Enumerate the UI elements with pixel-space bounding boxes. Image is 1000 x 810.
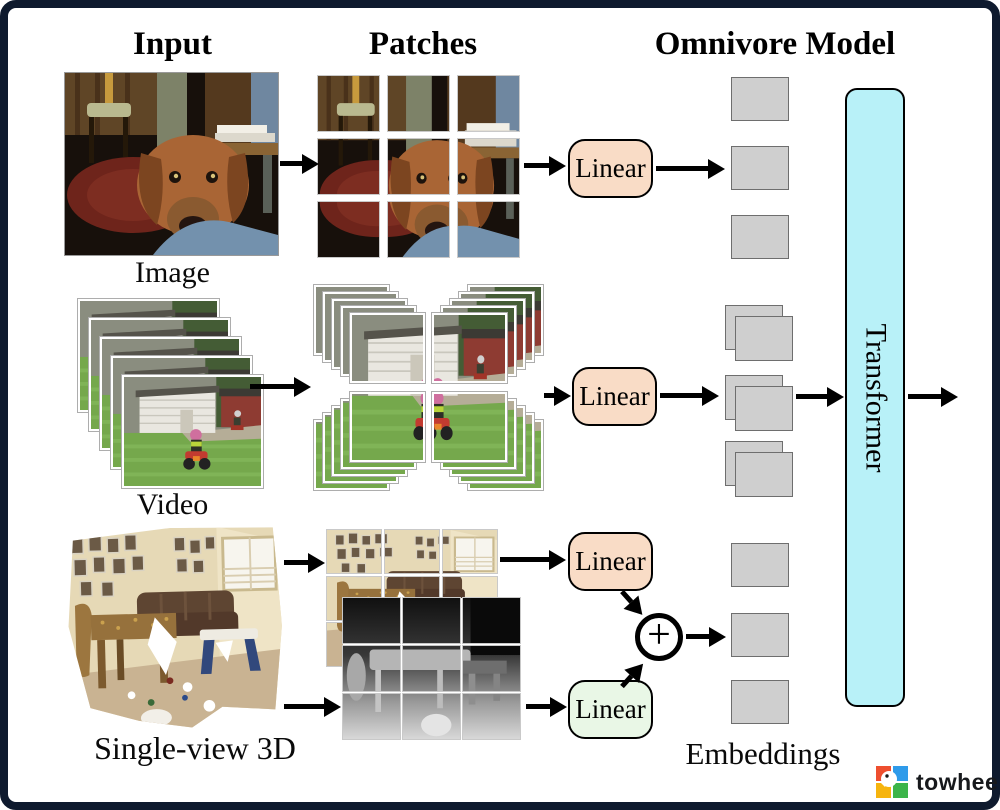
transformer-label: Transformer (859, 323, 892, 472)
patch-cell (342, 693, 401, 740)
single-view-3d-label: Single-view 3D (94, 730, 296, 766)
embedding-token-front (735, 316, 793, 361)
patch-cell (384, 529, 440, 574)
arrow-rgb-patches-to-linear (500, 549, 566, 570)
linear-video-box: Linear (572, 367, 657, 426)
patch-cell (402, 693, 461, 740)
patch-cell (462, 693, 521, 740)
video-patch-frame (349, 312, 426, 384)
patch-cell (457, 138, 520, 195)
arrow-transformer-output (908, 386, 958, 407)
patch-cell (387, 201, 450, 258)
header-patches: Patches (368, 26, 478, 62)
linear-depth-box: Linear (568, 680, 653, 739)
linear-label: Linear (575, 546, 646, 576)
video-label: Video (136, 488, 209, 521)
patch-cell (387, 138, 450, 195)
arrow-patches-to-linear (544, 385, 571, 406)
patch-cell (462, 597, 521, 644)
patch-cell (462, 645, 521, 692)
arrow-video-to-patches (250, 376, 311, 397)
embeddings-label: Embeddings (685, 736, 841, 771)
linear-rgb-box: Linear (568, 532, 653, 591)
dog-patch-grid (317, 75, 520, 258)
video-patch-frame (349, 391, 426, 463)
patch-cell (317, 138, 380, 195)
patch-cell (457, 201, 520, 258)
plus-node: + (635, 613, 683, 661)
patch-cell (442, 529, 498, 574)
header-input: Input (133, 26, 212, 62)
arrow-image-to-patches (280, 153, 319, 174)
towhee-logo-icon (876, 766, 908, 798)
arrow-room-to-depth-patches (284, 696, 341, 717)
embedding-token (731, 613, 789, 657)
patch-cell (387, 75, 450, 132)
patch-cell (317, 75, 380, 132)
towhee-logo-text: towhee (916, 768, 999, 795)
arrow-linear-to-embeddings (656, 158, 725, 179)
video-patch-frame (431, 312, 508, 384)
patch-cell (326, 529, 382, 574)
linear-image-box: Linear (568, 139, 653, 198)
linear-label: Linear (575, 153, 646, 183)
image-label: Image (135, 256, 210, 289)
arrow-linear-to-embeddings (660, 385, 719, 406)
patch-cell (342, 645, 401, 692)
towhee-logo: towhee (876, 766, 998, 798)
patch-cell (402, 645, 461, 692)
arrow-plus-to-embeddings (686, 626, 726, 647)
transformer-box: Transformer (845, 88, 905, 707)
video-patch-frame (431, 391, 508, 463)
depth-patch-grid (342, 597, 521, 740)
embedding-token-front (735, 386, 793, 431)
patch-cell (342, 597, 401, 644)
embedding-token (731, 680, 789, 724)
arrow-room-to-rgb-patches (284, 552, 325, 573)
arrow-patches-to-linear (524, 155, 566, 176)
patch-cell (317, 201, 380, 258)
arrow-embeddings-to-transformer (796, 386, 844, 407)
embedding-token (731, 543, 789, 587)
embedding-token (731, 215, 789, 259)
embedding-token (731, 146, 789, 190)
arrow-rgb-linear-to-plus (620, 589, 634, 604)
dog-photo (64, 72, 279, 256)
linear-label: Linear (575, 694, 646, 724)
arrow-depth-patches-to-linear (526, 696, 567, 717)
video-frame (121, 374, 264, 489)
patch-cell (402, 597, 461, 644)
linear-label: Linear (579, 381, 650, 411)
header-omnivore-model: Omnivore Model (654, 26, 896, 62)
embedding-token-front (735, 452, 793, 497)
patch-cell (457, 75, 520, 132)
embedding-token (731, 77, 789, 121)
room-photo (59, 525, 284, 731)
